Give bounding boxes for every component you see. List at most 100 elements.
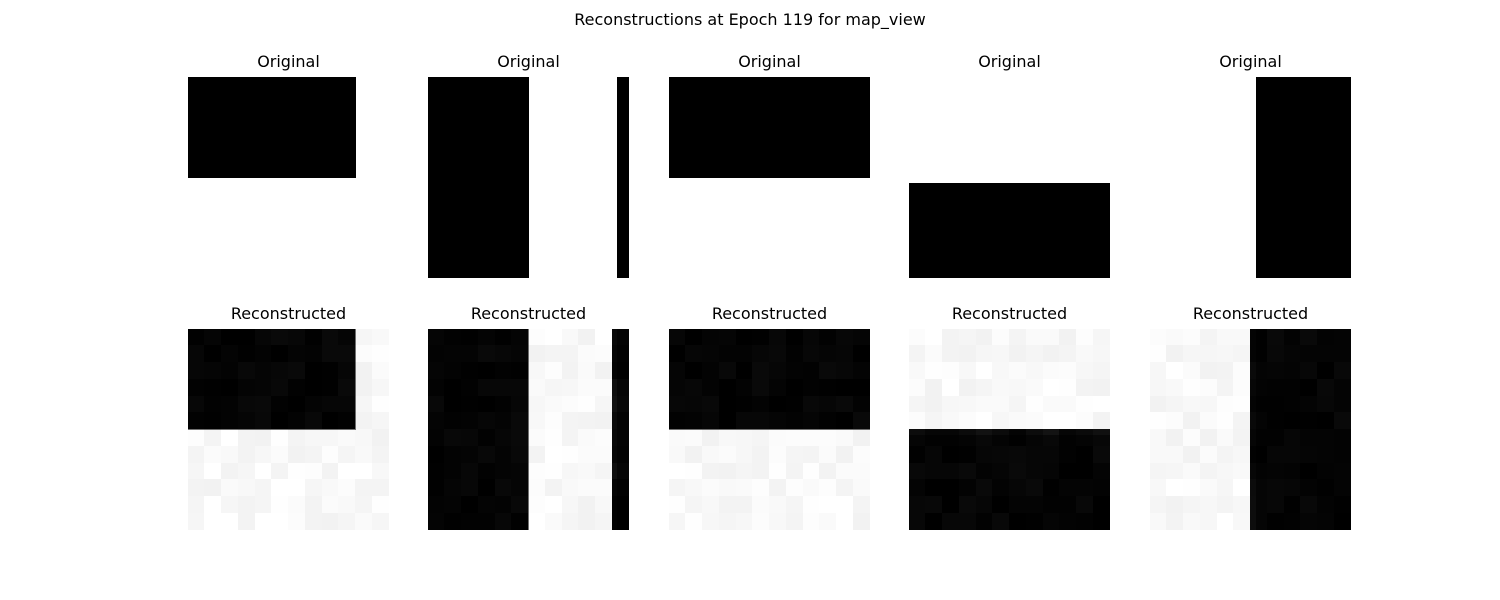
- pixel: [238, 496, 256, 514]
- shape-core: [1255, 329, 1351, 530]
- pixel: [578, 513, 596, 530]
- pixel: [1009, 345, 1027, 363]
- pixel: [1200, 496, 1218, 514]
- pixel: [1166, 379, 1184, 397]
- pixel: [1217, 479, 1235, 497]
- pixel: [255, 446, 273, 464]
- pixel: [1150, 513, 1168, 530]
- pixel: [545, 429, 563, 447]
- pixel: [819, 513, 837, 530]
- original-image-3: [669, 77, 870, 278]
- pixel: [853, 446, 870, 464]
- pixel: [1217, 496, 1235, 514]
- pixel: [288, 513, 306, 530]
- pixel: [909, 379, 927, 397]
- pixel: [595, 479, 613, 497]
- pixel: [188, 496, 206, 514]
- pixel: [736, 429, 754, 447]
- pixel: [1026, 362, 1044, 380]
- pixel: [255, 513, 273, 530]
- pixel: [1043, 362, 1061, 380]
- pixel: [959, 412, 977, 430]
- pixel: [562, 496, 580, 514]
- pixel: [255, 463, 273, 481]
- pixel: [1183, 429, 1201, 447]
- pixel: [719, 479, 737, 497]
- pixel: [528, 446, 546, 464]
- pixel: [1166, 412, 1184, 430]
- pixel: [305, 463, 323, 481]
- pixel: [1200, 463, 1218, 481]
- pixel: [255, 479, 273, 497]
- pixel: [288, 479, 306, 497]
- pixel: [786, 429, 804, 447]
- pixel: [1009, 396, 1027, 414]
- panel-title-original-4: Original: [978, 52, 1041, 71]
- pixel: [1217, 446, 1235, 464]
- pixel: [769, 479, 787, 497]
- pixel: [1166, 329, 1184, 347]
- pixel: [736, 446, 754, 464]
- pixel: [545, 396, 563, 414]
- pixel: [1233, 362, 1251, 380]
- pixel: [528, 429, 546, 447]
- pixel: [769, 429, 787, 447]
- pixel: [959, 345, 977, 363]
- pixel: [992, 412, 1010, 430]
- pixel: [752, 496, 770, 514]
- pixel: [238, 513, 256, 530]
- pixel: [545, 463, 563, 481]
- reconstructed-image-1: [188, 329, 389, 530]
- pixel: [1009, 412, 1027, 430]
- pixel: [562, 412, 580, 430]
- panel-title-reconstructed-5: Reconstructed: [1192, 304, 1309, 323]
- pixel: [1043, 379, 1061, 397]
- pixel: [702, 479, 720, 497]
- pixel: [1043, 329, 1061, 347]
- pixel: [1150, 329, 1168, 347]
- pixel: [942, 362, 960, 380]
- reconstructed-image-2: [428, 329, 629, 530]
- pixel: [992, 329, 1010, 347]
- pixel: [355, 345, 373, 363]
- pixel: [204, 513, 222, 530]
- pixel: [819, 479, 837, 497]
- pixel: [545, 513, 563, 530]
- pixel: [204, 479, 222, 497]
- pixel: [1183, 379, 1201, 397]
- original-image-1: [188, 77, 389, 278]
- pixel: [1217, 329, 1235, 347]
- pixel: [221, 479, 239, 497]
- pixel: [1009, 329, 1027, 347]
- pixel: [204, 496, 222, 514]
- pixel: [702, 496, 720, 514]
- pixel: [372, 379, 389, 397]
- panel-title-reconstructed-2: Reconstructed: [470, 304, 587, 323]
- pixel: [355, 379, 373, 397]
- pixel: [702, 513, 720, 530]
- pixel: [685, 496, 703, 514]
- pixel: [1166, 362, 1184, 380]
- reconstructed-image-5: [1150, 329, 1351, 530]
- pixel: [942, 329, 960, 347]
- pixel: [976, 345, 994, 363]
- pixel: [1183, 329, 1201, 347]
- pixel: [595, 463, 613, 481]
- pixel: [736, 463, 754, 481]
- pixel: [702, 463, 720, 481]
- pixel: [1166, 479, 1184, 497]
- pixel: [1233, 329, 1251, 347]
- pixel: [803, 446, 821, 464]
- pixel: [942, 345, 960, 363]
- pixel: [1093, 379, 1110, 397]
- pixel: [1217, 345, 1235, 363]
- pixel: [1026, 379, 1044, 397]
- pixel: [1093, 329, 1110, 347]
- pixel: [322, 429, 340, 447]
- pixel: [702, 429, 720, 447]
- pixel: [976, 362, 994, 380]
- pixel: [992, 396, 1010, 414]
- pixel: [545, 362, 563, 380]
- pixel: [1166, 446, 1184, 464]
